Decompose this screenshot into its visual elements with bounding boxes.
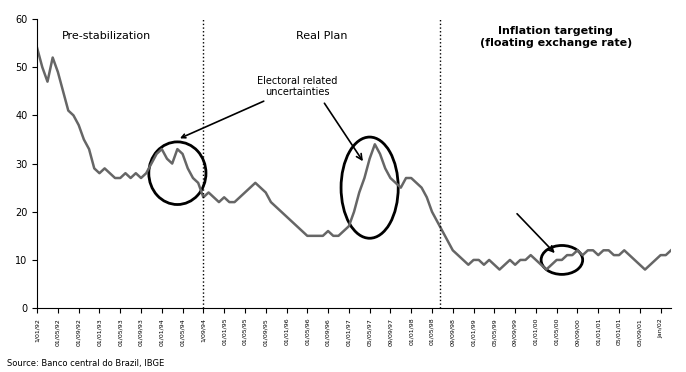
Text: Pre-stabilization: Pre-stabilization: [62, 31, 152, 41]
Text: Real Plan: Real Plan: [296, 31, 348, 41]
Text: Source: Banco central do Brazil, IBGE: Source: Banco central do Brazil, IBGE: [7, 359, 164, 368]
Text: Inflation targeting
(floating exchange rate): Inflation targeting (floating exchange r…: [480, 26, 632, 48]
Text: Electoral related
uncertainties: Electoral related uncertainties: [182, 76, 337, 138]
